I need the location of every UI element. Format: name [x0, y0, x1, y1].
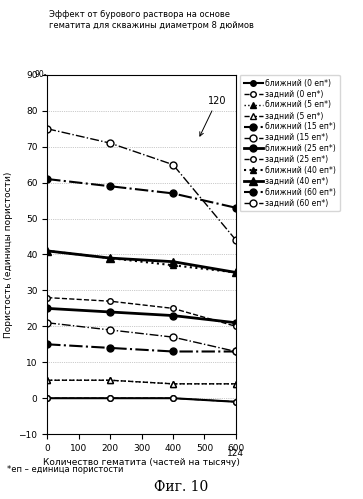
Line: ближний (0 еп*): ближний (0 еп*): [44, 395, 239, 405]
Line: задний (40 еп*): задний (40 еп*): [43, 247, 240, 276]
Text: *еп – единица пористости: *еп – единица пористости: [7, 465, 124, 474]
ближний (60 еп*): [45, 176, 49, 182]
Text: 120: 120: [200, 96, 226, 136]
Line: ближний (5 еп*): ближний (5 еп*): [44, 377, 239, 387]
ближний (25 еп*): [108, 309, 112, 315]
задний (15 еп*): [171, 334, 175, 340]
ближний (5 еп*): [171, 381, 175, 387]
Line: ближний (25 еп*): ближний (25 еп*): [44, 305, 240, 326]
ближний (15 еп*): [171, 348, 175, 354]
X-axis label: Количество гематита (частей на тысячу): Количество гематита (частей на тысячу): [43, 459, 240, 468]
задний (0 еп*): [171, 395, 175, 401]
задний (5 еп*): [108, 377, 112, 383]
задний (25 еп*): [234, 323, 238, 329]
Line: задний (15 еп*): задний (15 еп*): [44, 319, 240, 355]
Text: 124: 124: [228, 449, 244, 458]
задний (5 еп*): [45, 377, 49, 383]
задний (15 еп*): [45, 320, 49, 326]
задний (5 еп*): [234, 381, 238, 387]
ближний (60 еп*): [234, 205, 238, 211]
задний (60 еп*): [171, 162, 175, 168]
ближний (60 еп*): [171, 191, 175, 197]
ближний (5 еп*): [108, 377, 112, 383]
Y-axis label: Пористость (единицы пористости): Пористость (единицы пористости): [4, 171, 13, 338]
задний (0 еп*): [45, 395, 49, 401]
Line: задний (0 еп*): задний (0 еп*): [44, 395, 239, 405]
ближний (15 еп*): [45, 341, 49, 347]
ближний (40 еп*): [45, 248, 49, 254]
ближний (5 еп*): [45, 377, 49, 383]
задний (40 еп*): [45, 248, 49, 254]
ближний (5 еп*): [234, 381, 238, 387]
задний (25 еп*): [108, 298, 112, 304]
Text: Эффект от бурового раствора на основе
гематита для скважины диаметром 8 дюймов: Эффект от бурового раствора на основе ге…: [49, 10, 254, 29]
ближний (0 еп*): [171, 395, 175, 401]
задний (15 еп*): [234, 348, 238, 354]
Text: 90-: 90-: [35, 70, 47, 79]
Line: ближний (15 еп*): ближний (15 еп*): [44, 341, 240, 355]
ближний (15 еп*): [108, 345, 112, 351]
ближний (25 еп*): [171, 312, 175, 318]
задний (0 еп*): [108, 395, 112, 401]
Line: задний (5 еп*): задний (5 еп*): [44, 377, 239, 387]
задний (40 еп*): [171, 258, 175, 264]
Legend: ближний (0 еп*), задний (0 еп*), ближний (5 еп*), задний (5 еп*), ближний (15 еп: ближний (0 еп*), задний (0 еп*), ближний…: [240, 75, 340, 212]
ближний (25 еп*): [45, 305, 49, 311]
ближний (40 еп*): [108, 255, 112, 261]
Text: Фиг. 10: Фиг. 10: [154, 480, 209, 494]
задний (60 еп*): [45, 126, 49, 132]
Line: ближний (40 еп*): ближний (40 еп*): [44, 248, 240, 276]
ближний (25 еп*): [234, 320, 238, 326]
задний (0 еп*): [234, 399, 238, 405]
Line: ближний (60 еп*): ближний (60 еп*): [44, 176, 240, 211]
ближний (15 еп*): [234, 348, 238, 354]
ближний (0 еп*): [45, 395, 49, 401]
задний (40 еп*): [234, 269, 238, 275]
ближний (60 еп*): [108, 183, 112, 189]
ближний (40 еп*): [234, 269, 238, 275]
задний (60 еп*): [108, 140, 112, 146]
задний (60 еп*): [234, 237, 238, 243]
задний (25 еп*): [171, 305, 175, 311]
Line: задний (25 еп*): задний (25 еп*): [44, 295, 239, 329]
ближний (0 еп*): [108, 395, 112, 401]
задний (25 еп*): [45, 294, 49, 300]
задний (40 еп*): [108, 255, 112, 261]
Line: задний (60 еп*): задний (60 еп*): [44, 125, 240, 244]
ближний (40 еп*): [171, 262, 175, 268]
задний (5 еп*): [171, 381, 175, 387]
ближний (0 еп*): [234, 399, 238, 405]
задний (15 еп*): [108, 327, 112, 333]
